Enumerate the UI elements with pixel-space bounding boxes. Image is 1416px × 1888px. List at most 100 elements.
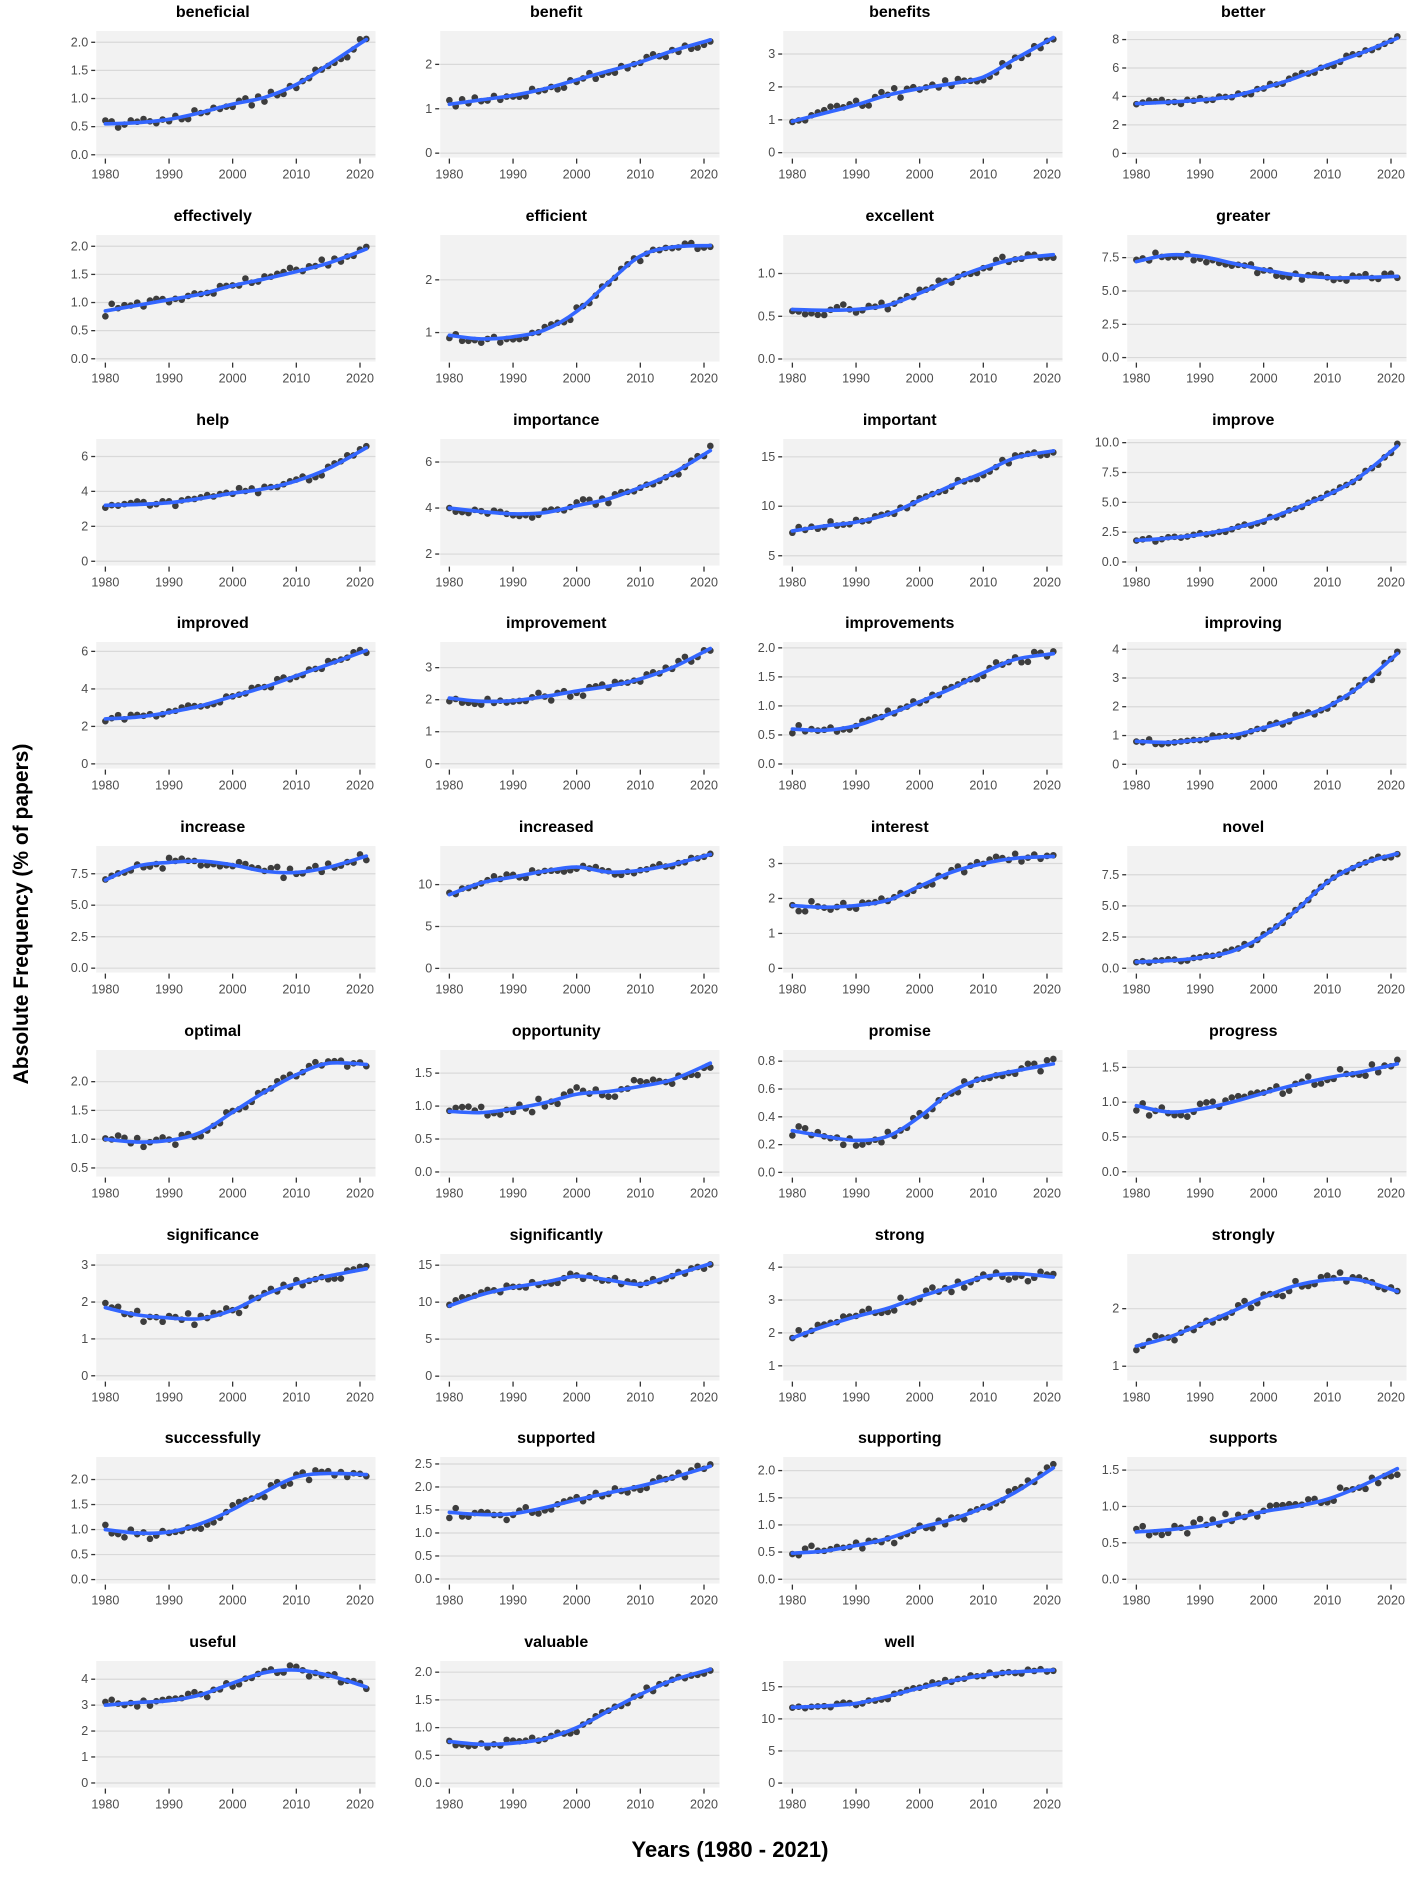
svg-text:2010: 2010	[626, 1187, 654, 1201]
svg-text:2: 2	[1112, 700, 1119, 714]
svg-text:0.5: 0.5	[1101, 1130, 1118, 1144]
svg-text:2010: 2010	[969, 983, 997, 997]
svg-text:1980: 1980	[778, 1594, 806, 1608]
panel-title: supports	[1209, 1430, 1278, 1448]
y-axis-ticks: 12	[1112, 1301, 1126, 1373]
svg-text:0.5: 0.5	[414, 1132, 431, 1146]
gridlines	[1126, 1307, 1406, 1367]
plot-background	[96, 1253, 376, 1381]
panel-title: interest	[870, 819, 929, 837]
x-axis-ticks: 1980 1990 2000 2010 2020	[435, 1788, 717, 1812]
svg-text:5.0: 5.0	[1101, 899, 1118, 913]
svg-text:0: 0	[425, 1369, 432, 1383]
svg-text:2000: 2000	[1249, 983, 1277, 997]
svg-text:1980: 1980	[435, 575, 463, 589]
trend-line	[1134, 1061, 1399, 1114]
svg-text:1990: 1990	[155, 779, 183, 793]
trend-line	[447, 243, 712, 341]
svg-text:1980: 1980	[778, 983, 806, 997]
plot-background	[783, 234, 1063, 362]
svg-text:4: 4	[1112, 643, 1119, 657]
svg-text:1990: 1990	[842, 779, 870, 793]
svg-text:1.5: 1.5	[758, 670, 775, 684]
svg-text:1.0: 1.0	[71, 295, 88, 309]
x-axis-ticks: 1980 1990 2000 2010 2020	[778, 973, 1061, 997]
svg-text:0.0: 0.0	[414, 1776, 431, 1790]
panel-title: improve	[1212, 411, 1275, 429]
trend-line	[790, 652, 1056, 733]
svg-text:4: 4	[81, 1672, 88, 1686]
panel-title: importance	[513, 411, 600, 429]
y-axis-ticks: 0 1 2 3 4	[1112, 643, 1126, 772]
panel-plot-benefit: 0 1 2 1980 1990 2000 2010 2020	[425, 31, 719, 182]
svg-text:1.0: 1.0	[414, 1099, 431, 1113]
panel-strong: strong 1 2 3 4 1980 1990 2000 2010 2020	[731, 1225, 1069, 1420]
panel-title: help	[196, 411, 230, 429]
svg-text:1990: 1990	[842, 983, 870, 997]
trend-line	[790, 1668, 1056, 1710]
svg-text:2020: 2020	[1033, 168, 1061, 182]
svg-text:1980: 1980	[1122, 1594, 1150, 1608]
gridlines	[1126, 441, 1406, 563]
svg-text:2000: 2000	[1249, 168, 1277, 182]
panel-plot-supports: 0.0 0.5 1.0 1.5 1980 1990 2000 2010 2020	[1101, 1457, 1406, 1608]
svg-text:2010: 2010	[1313, 168, 1341, 182]
gridlines	[783, 1266, 1063, 1367]
svg-text:1990: 1990	[155, 575, 183, 589]
panel-title: benefits	[869, 4, 931, 21]
panel-title: important	[862, 411, 937, 429]
svg-text:0.5: 0.5	[414, 1549, 431, 1563]
x-axis-ticks: 1980 1990 2000 2010 2020	[91, 1177, 374, 1201]
x-axis-ticks: 1980 1990 2000 2010 2020	[91, 769, 374, 793]
panel-excellent: excellent 0.0 0.5 1.0 1980 1990 2000 2010 2020	[731, 206, 1069, 401]
svg-text:1990: 1990	[155, 983, 183, 997]
svg-text:2000: 2000	[1249, 1187, 1277, 1201]
svg-text:1.0: 1.0	[71, 1523, 88, 1537]
svg-text:1980: 1980	[778, 1798, 806, 1812]
svg-text:0.0: 0.0	[1101, 961, 1118, 975]
panel-title: effectively	[173, 207, 252, 225]
panel-supported: supported 0.0 0.5 1.0 1.5 2.0 2.5 1980 1990 2000 2…	[388, 1428, 726, 1623]
plot-background	[783, 438, 1063, 566]
panel-plot-optimal: 0.5 1.0 1.5 2.0 1980 1990 2000 2010 2020	[71, 1049, 376, 1201]
svg-text:1990: 1990	[499, 1798, 527, 1812]
svg-text:0.0: 0.0	[758, 1165, 775, 1179]
svg-text:3: 3	[768, 47, 775, 61]
svg-text:5.0: 5.0	[1101, 495, 1118, 509]
y-axis-ticks: 0.0 0.5 1.0 1.5	[414, 1066, 439, 1179]
svg-text:2: 2	[1112, 118, 1119, 132]
gridlines	[96, 455, 376, 562]
svg-text:0.0: 0.0	[414, 1572, 431, 1586]
svg-text:0.0: 0.0	[1101, 1165, 1118, 1179]
x-axis-ticks: 1980 1990 2000 2010 2020	[778, 769, 1061, 793]
svg-text:0.5: 0.5	[71, 323, 88, 337]
svg-text:5.0: 5.0	[71, 898, 88, 912]
svg-text:0.0: 0.0	[414, 1165, 431, 1179]
trend-line	[103, 1266, 369, 1321]
y-axis-ticks: 0.0 2.5 5.0 7.5	[1101, 250, 1126, 364]
svg-text:2000: 2000	[1249, 1390, 1277, 1404]
svg-text:2000: 2000	[219, 575, 247, 589]
svg-text:2020: 2020	[690, 983, 718, 997]
trend-line	[1134, 851, 1399, 964]
trend-line	[1134, 443, 1399, 542]
panel-title: improvement	[506, 615, 607, 633]
y-axis-ticks: 0 2 4 6	[81, 645, 96, 771]
svg-text:2.5: 2.5	[71, 930, 88, 944]
trend-line	[103, 1471, 369, 1536]
x-axis-ticks: 1980 1990 2000 2010 2020	[435, 973, 718, 997]
panel-effectively: effectively 0.0 0.5 1.0 1.5 2.0 1980 1990 2000 20…	[44, 206, 382, 401]
svg-text:2.5: 2.5	[1101, 525, 1118, 539]
x-axis-ticks: 1980 1990 2000 2010 2020	[1122, 362, 1404, 385]
panel-plot-significantly: 0 5 10 15 1980 1990 2000 2010 2020	[418, 1253, 719, 1404]
svg-text:2020: 2020	[1377, 1187, 1405, 1201]
svg-text:2000: 2000	[562, 575, 590, 589]
svg-text:6: 6	[1112, 61, 1119, 75]
svg-text:4: 4	[1112, 89, 1119, 103]
svg-text:2020: 2020	[1033, 1798, 1061, 1812]
svg-text:2020: 2020	[1033, 575, 1061, 589]
panel-significantly: significantly 0 5 10 15 1980 1990 2000 2010 2020	[388, 1225, 726, 1420]
svg-text:1990: 1990	[499, 1390, 527, 1404]
svg-text:1980: 1980	[1122, 1390, 1150, 1404]
panel-opportunity: opportunity 0.0 0.5 1.0 1.5 1980 1990 2000 2010 2…	[388, 1021, 726, 1216]
